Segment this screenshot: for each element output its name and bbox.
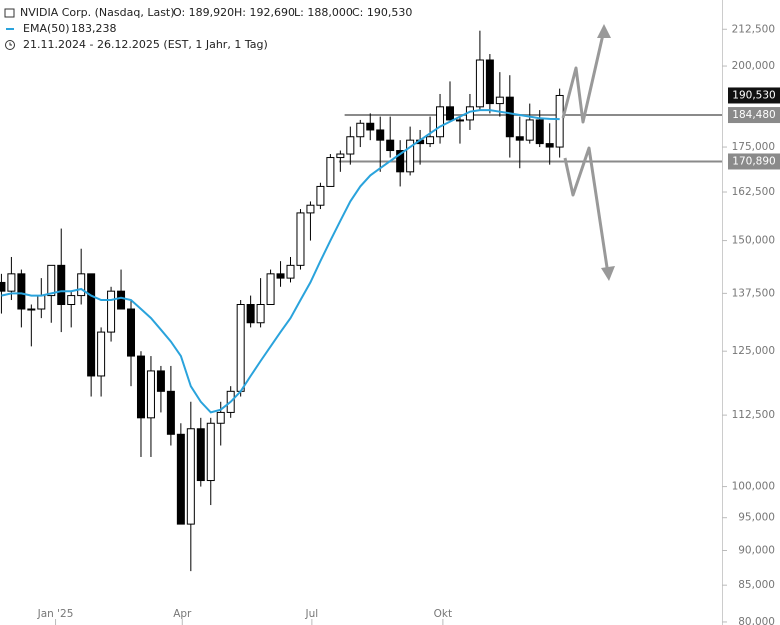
candle-body bbox=[366, 122, 375, 131]
candle-body bbox=[117, 290, 126, 310]
clock-hands bbox=[9, 42, 12, 46]
candle-body bbox=[455, 119, 464, 122]
y-tick-label: 100,000 bbox=[732, 481, 775, 493]
down-arrowhead bbox=[601, 266, 615, 281]
up-arrowhead bbox=[597, 24, 611, 38]
level-box bbox=[728, 153, 780, 170]
candle-body bbox=[7, 273, 16, 292]
candle-body bbox=[436, 106, 445, 138]
y-tick-label: 125,000 bbox=[732, 345, 775, 357]
candle-body bbox=[166, 390, 175, 435]
candle-body bbox=[0, 281, 6, 292]
up-arrow bbox=[561, 29, 606, 124]
x-tick-label: Jan '25 bbox=[37, 608, 74, 620]
candle-body bbox=[276, 273, 285, 279]
candle-body bbox=[236, 304, 245, 392]
candle-body bbox=[77, 273, 86, 297]
y-tick-label: 162,500 bbox=[732, 186, 775, 198]
candle-body bbox=[136, 355, 145, 419]
y-tick-label: 112,500 bbox=[732, 409, 775, 421]
y-tick-label: 200,000 bbox=[732, 60, 775, 72]
candle-body bbox=[296, 212, 305, 266]
candle-body bbox=[186, 428, 195, 525]
clock-icon bbox=[5, 40, 15, 50]
y-tick-label: 80,000 bbox=[738, 616, 775, 625]
candle-body bbox=[505, 96, 514, 138]
y-tick-label: 212,500 bbox=[732, 23, 775, 35]
y-tick-label: 85,000 bbox=[738, 579, 775, 591]
candle-body bbox=[356, 122, 365, 138]
candle-body bbox=[426, 136, 435, 145]
legend: NVIDIA Corp. (Nasdaq, Last) O: 189,920 H… bbox=[4, 6, 412, 51]
candle-body bbox=[326, 157, 335, 187]
candle-body bbox=[446, 106, 455, 121]
y-tick-label: 90,000 bbox=[738, 544, 775, 556]
candle-body bbox=[396, 150, 405, 173]
candle-body bbox=[386, 139, 395, 152]
candle-body bbox=[475, 59, 484, 108]
candle-body bbox=[127, 308, 136, 357]
candle-body bbox=[27, 308, 36, 311]
y-tick-label: 137,500 bbox=[732, 287, 775, 299]
y-tick-label: 150,000 bbox=[732, 235, 775, 247]
ema-line bbox=[1, 109, 560, 414]
last-price-label: 190,530 bbox=[732, 89, 775, 101]
candle-body bbox=[495, 96, 504, 105]
candle-body bbox=[37, 295, 46, 310]
candle-body bbox=[107, 290, 116, 333]
candle-body bbox=[206, 422, 215, 482]
y-tick-label: 95,000 bbox=[738, 512, 775, 524]
candle-body bbox=[256, 304, 265, 324]
candle-body bbox=[156, 370, 165, 392]
ema-legend: EMA(50) bbox=[23, 22, 70, 35]
candle-body bbox=[146, 370, 155, 419]
ohlc-close: C: 190,530 bbox=[352, 6, 412, 19]
candle-body bbox=[266, 273, 275, 306]
x-tick-label: Apr bbox=[173, 608, 192, 620]
candle-body bbox=[535, 119, 544, 145]
candle-body bbox=[176, 433, 185, 525]
candle-body bbox=[286, 264, 295, 279]
x-tick-label: Jul bbox=[305, 608, 319, 620]
ohlc-low: L: 188,000 bbox=[294, 6, 353, 19]
candle-body bbox=[336, 153, 345, 159]
candle-body bbox=[545, 143, 554, 148]
ohlc-open: O: 189,920 bbox=[173, 6, 234, 19]
candle-body bbox=[246, 304, 255, 324]
candle-body bbox=[525, 119, 534, 141]
candle-body bbox=[196, 428, 205, 482]
down-arrow bbox=[563, 146, 610, 275]
candle-body bbox=[47, 264, 56, 297]
candle-body bbox=[97, 331, 106, 377]
x-tick-label: Okt bbox=[434, 608, 452, 620]
level-box bbox=[728, 107, 780, 124]
candle-body bbox=[515, 136, 524, 141]
candle-body bbox=[17, 273, 26, 310]
y-tick-label: 175,000 bbox=[732, 141, 775, 153]
ema-legend-value: 183,238 bbox=[71, 22, 117, 35]
candle-body bbox=[555, 94, 564, 148]
last-price-box bbox=[728, 87, 780, 104]
candle-body bbox=[67, 295, 76, 306]
candle-body bbox=[316, 185, 325, 206]
candle-body bbox=[306, 204, 315, 214]
candle-body bbox=[346, 136, 355, 155]
candle-body bbox=[406, 139, 415, 173]
instrument-title: NVIDIA Corp. (Nasdaq, Last) bbox=[20, 6, 175, 19]
candle-body bbox=[376, 129, 385, 141]
candle-body bbox=[87, 273, 96, 377]
date-range: 21.11.2024 - 26.12.2025 (EST, 1 Jahr, 1 … bbox=[23, 38, 268, 51]
candle-body bbox=[216, 411, 225, 424]
level-label: 170,890 bbox=[732, 155, 775, 167]
candle-body bbox=[57, 264, 66, 306]
ohlc-high: H: 192,690 bbox=[234, 6, 295, 19]
candle-body bbox=[485, 59, 494, 105]
scenario-arrows bbox=[561, 24, 615, 281]
level-label: 184,480 bbox=[732, 109, 775, 121]
candle-icon bbox=[4, 8, 15, 18]
